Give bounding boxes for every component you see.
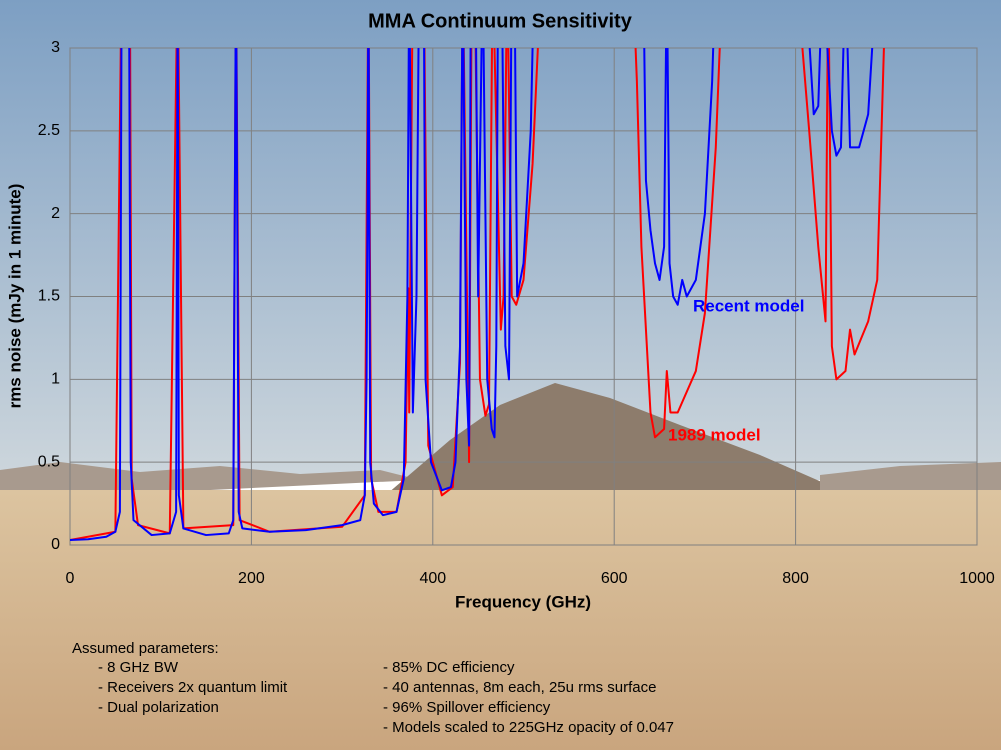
parameter: - Models scaled to 225GHz opacity of 0.0… — [383, 719, 674, 736]
series-line — [70, 48, 885, 542]
parameter: - 8 GHz BW — [98, 659, 179, 676]
y-tick-label: 3 — [51, 39, 60, 56]
background-sky — [0, 0, 1001, 480]
x-tick-label: 1000 — [959, 570, 995, 587]
parameters-heading: Assumed parameters: — [72, 640, 219, 657]
x-tick-label: 800 — [782, 570, 809, 587]
parameter: - Receivers 2x quantum limit — [98, 679, 288, 696]
series-line — [70, 48, 874, 542]
x-tick-label: 600 — [601, 570, 628, 587]
y-tick-label: 1 — [51, 371, 60, 388]
annotation: Recent model — [693, 296, 804, 315]
parameter: - 96% Spillover efficiency — [383, 699, 551, 716]
y-tick-label: 2.5 — [38, 122, 60, 139]
background-mountain — [380, 383, 1001, 500]
x-axis-label: Frequency (GHz) — [455, 592, 591, 611]
x-tick-label: 0 — [66, 570, 75, 587]
parameter: - 40 antennas, 8m each, 25u rms surface — [383, 679, 656, 696]
y-tick-label: 0 — [51, 536, 60, 553]
annotation: 1989 model — [668, 425, 761, 444]
chart-title: MMA Continuum Sensitivity — [368, 10, 633, 32]
parameter: - Dual polarization — [98, 699, 219, 716]
parameter: - 85% DC efficiency — [383, 659, 515, 676]
y-tick-label: 2 — [51, 205, 60, 222]
y-tick-label: 0.5 — [38, 453, 60, 470]
x-tick-label: 200 — [238, 570, 265, 587]
y-axis-label: rms noise (mJy in 1 minute) — [5, 184, 24, 409]
x-tick-label: 400 — [419, 570, 446, 587]
y-tick-label: 1.5 — [38, 288, 60, 305]
